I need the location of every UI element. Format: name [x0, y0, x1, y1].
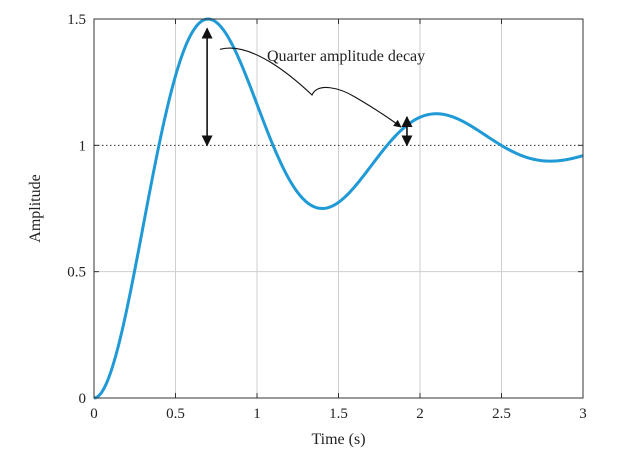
grid: [94, 19, 583, 398]
y-tick-label: 0.5: [67, 265, 86, 281]
y-tick-label: 1.5: [67, 12, 86, 28]
x-tick-label: 2: [416, 406, 424, 422]
x-tick-label: 0.5: [166, 406, 185, 422]
y-tick-label: 1: [79, 138, 87, 154]
x-tick-label: 0: [90, 406, 98, 422]
x-tick-label: 3: [579, 406, 587, 422]
x-tick-label: 1: [253, 406, 261, 422]
x-tick-label: 2.5: [492, 406, 511, 422]
x-axis-title: Time (s): [311, 431, 365, 448]
annotation-leader-line: [219, 47, 402, 128]
y-axis-title: Amplitude: [27, 174, 44, 242]
y-tick-label: 0: [79, 391, 87, 407]
x-tick-label: 1.5: [329, 406, 348, 422]
annotation-label: Quarter amplitude decay: [267, 48, 425, 65]
annotation-group: Quarter amplitude decay: [201, 27, 425, 147]
y-axis-ticks: 0 0.5 1 1.5: [67, 12, 583, 407]
step-response-curve: [93, 17, 584, 400]
x-axis-ticks: 0 0.5 1 1.5 2 2.5 3: [90, 19, 587, 422]
